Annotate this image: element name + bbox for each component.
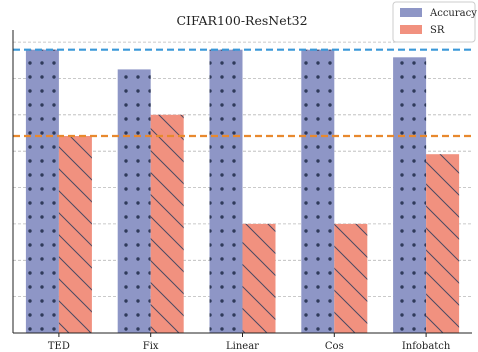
x-tick-label: TED bbox=[48, 341, 70, 352]
bar-pattern-accuracy-ted bbox=[25, 49, 59, 333]
bar-pattern-accuracy-fix bbox=[117, 69, 151, 334]
chart-title: CIFAR100-ResNet32 bbox=[176, 13, 307, 28]
bar-pattern-accuracy-linear bbox=[209, 49, 243, 333]
bar-pattern-accuracy-infobatch bbox=[393, 57, 427, 334]
x-tick-label: Fix bbox=[143, 341, 159, 352]
x-ticks: TED Fix Linear Cos Infobatch bbox=[48, 333, 451, 352]
bar-pattern-sr-linear bbox=[242, 223, 276, 333]
legend-swatch-accuracy bbox=[400, 8, 422, 17]
legend-label-sr: SR bbox=[430, 25, 445, 36]
legend: Accuracy SR bbox=[392, 1, 477, 43]
bar-pattern-accuracy-cos bbox=[301, 49, 335, 333]
bar-pattern-sr-infobatch bbox=[426, 154, 460, 333]
legend-label-accuracy: Accuracy bbox=[429, 8, 477, 19]
bars bbox=[25, 49, 460, 334]
bar-pattern-sr-fix bbox=[150, 114, 184, 333]
bar-pattern-sr-ted bbox=[58, 136, 92, 333]
legend-swatch-sr bbox=[400, 25, 422, 34]
x-tick-label: Infobatch bbox=[402, 341, 451, 352]
bar-pattern-sr-cos bbox=[334, 223, 368, 333]
x-tick-label: Linear bbox=[226, 341, 259, 352]
x-tick-label: Cos bbox=[325, 341, 344, 352]
